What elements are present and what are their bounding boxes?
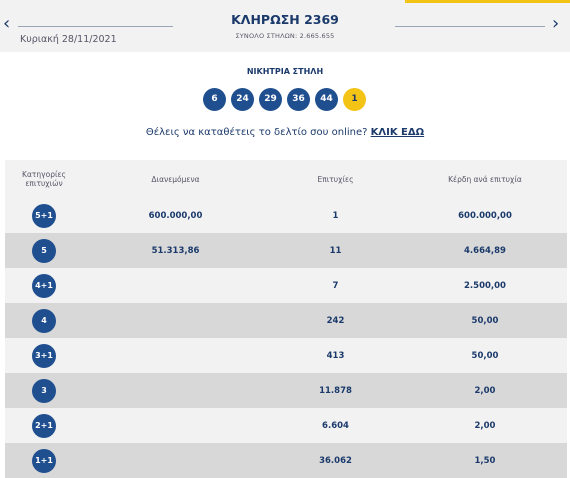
- prize-cell: 600.000,00: [458, 210, 512, 221]
- winners-cell: 11: [329, 245, 342, 256]
- number-ball: 44: [315, 88, 338, 111]
- table-row: 3+1 413 50,00: [5, 338, 567, 373]
- distributed-cell: 600.000,00: [148, 210, 203, 221]
- winning-column-label: ΝΙΚΗΤΡΙΑ ΣΤΗΛΗ: [246, 67, 324, 76]
- number-ball: 29: [259, 88, 282, 111]
- distributed-cell: 51.313,86: [151, 245, 200, 256]
- number-ball: 24: [231, 88, 254, 111]
- chevron-left-icon[interactable]: ‹: [3, 13, 11, 34]
- total-columns: ΣΥΝΟΛΟ ΣΤΗΛΩΝ: 2.665.655: [235, 32, 335, 40]
- distributed-cell: [83, 373, 268, 408]
- winners-cell: 11.878: [319, 385, 352, 396]
- distributed-cell: [83, 303, 268, 338]
- prize-cell: 2,00: [474, 385, 496, 396]
- header-distributed: Διανεμόμενα: [83, 160, 268, 198]
- joker-ball: 1: [343, 88, 366, 111]
- header-categories: Κατηγορίες επιτυχιών: [5, 160, 83, 198]
- prize-cell: 50,00: [471, 315, 499, 326]
- table-row: 4 242 50,00: [5, 303, 567, 338]
- winners-cell: 7: [332, 280, 339, 291]
- winners-cell: 413: [326, 350, 345, 361]
- distributed-cell: [83, 443, 268, 478]
- table-row: 2+1 6.604 2,00: [5, 408, 567, 443]
- table-row: 1+1 36.062 1,50: [5, 443, 567, 478]
- category-badge: 4+1: [32, 273, 56, 298]
- prize-cell: 4.664,89: [464, 245, 506, 256]
- prize-table: Κατηγορίες επιτυχιών Διανεμόμενα Επιτυχί…: [5, 160, 567, 478]
- divider: [18, 26, 173, 27]
- table-row: 5+1 600.000,00 1 600.000,00: [5, 198, 567, 233]
- distributed-cell: [83, 408, 268, 443]
- prize-cell: 50,00: [471, 350, 499, 361]
- category-badge: 3: [32, 378, 56, 403]
- winners-cell: 242: [326, 315, 345, 326]
- table-row: 3 11.878 2,00: [5, 373, 567, 408]
- winners-cell: 1: [332, 210, 339, 221]
- category-badge: 5+1: [32, 203, 56, 228]
- draw-header: ‹ ΚΛΗΡΩΣΗ 2369 › Κυριακή 28/11/2021 ΣΥΝΟ…: [0, 0, 570, 52]
- category-badge: 2+1: [32, 413, 56, 438]
- number-ball: 36: [287, 88, 310, 111]
- prize-cell: 2.500,00: [464, 280, 506, 291]
- chevron-right-icon[interactable]: ›: [552, 13, 560, 34]
- winners-cell: 36.062: [319, 455, 352, 466]
- table-row: 5 51.313,86 11 4.664,89: [5, 233, 567, 268]
- category-badge: 3+1: [32, 343, 56, 368]
- number-ball: 6: [203, 88, 226, 111]
- header-winners: Επιτυχίες: [268, 160, 403, 198]
- online-promo: Θέλεις να καταθέτεις το δελτίο σου onlin…: [0, 127, 570, 138]
- prize-cell: 2,00: [474, 420, 496, 431]
- category-badge: 4: [32, 308, 56, 333]
- draw-date: Κυριακή 28/11/2021: [20, 34, 117, 45]
- table-row: 4+1 7 2.500,00: [5, 268, 567, 303]
- header-prize: Κέρδη ανά επιτυχία: [403, 160, 567, 198]
- category-badge: 5: [32, 238, 56, 263]
- category-badge: 1+1: [32, 448, 56, 473]
- promo-text: Θέλεις να καταθέτεις το δελτίο σου onlin…: [145, 127, 368, 138]
- distributed-cell: [83, 268, 268, 303]
- prize-cell: 1,50: [474, 455, 496, 466]
- distributed-cell: [83, 338, 268, 373]
- divider: [395, 26, 545, 27]
- draw-title: ΚΛΗΡΩΣΗ 2369: [231, 12, 339, 27]
- winners-cell: 6.604: [322, 420, 349, 431]
- accent-bar: [405, 0, 570, 3]
- click-here-link[interactable]: ΚΛΙΚ ΕΔΩ: [370, 127, 425, 138]
